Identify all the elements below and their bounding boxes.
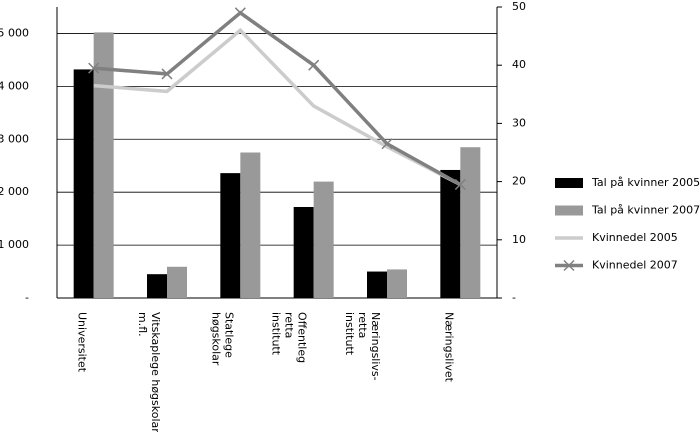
legend-label: Tal på kvinner 2005: [591, 176, 700, 189]
y2-tick-label: -: [512, 291, 516, 304]
x-tick-label: Næringslivet: [442, 312, 455, 383]
bar: [387, 269, 407, 298]
x-tick-group: Universitet: [76, 312, 89, 373]
bar: [147, 274, 167, 298]
bar: [367, 271, 387, 298]
x-tick-label: Vitskaplege høgskolarm.fl.: [136, 312, 162, 432]
x-tick-label: Statlegehøgskolar: [209, 312, 235, 366]
marker: [88, 62, 100, 74]
bar: [220, 173, 241, 298]
y2-tick-label: 10: [512, 233, 526, 246]
y-tick-label: 4 000: [0, 79, 29, 92]
legend-label: Kvinnedel 2007: [592, 259, 678, 272]
x-tick-group: Offentlegrettainstitutt: [270, 312, 309, 363]
line: [93, 10, 462, 187]
bar: [93, 32, 114, 298]
y2-tick-label: 20: [512, 175, 526, 188]
legend-label: Kvinnedel 2005: [592, 231, 678, 244]
x-tick-label: Universitet: [76, 312, 89, 373]
legend-label: Tal på kvinner 2007: [591, 204, 700, 217]
bar: [240, 152, 261, 298]
x-tick-group: Næringslivs-rettainstitutt: [343, 312, 382, 381]
y-tick-label: -: [25, 291, 29, 304]
y-tick-label: 2 000: [0, 185, 29, 198]
bar: [460, 147, 481, 298]
bar: [293, 206, 314, 298]
y2-tick-label: 50: [512, 0, 526, 13]
marker: [234, 7, 246, 19]
legend-marker: [563, 259, 575, 272]
bar: [313, 181, 334, 298]
x-tick-group: Statlegehøgskolar: [209, 312, 235, 366]
x-tick-label: Offentlegrettainstitutt: [270, 312, 309, 363]
marker: [454, 178, 466, 191]
legend-swatch: [555, 178, 583, 188]
y2-tick-label: 30: [512, 116, 526, 129]
marker: [308, 59, 320, 71]
bar: [440, 169, 461, 298]
x-tick-label: Næringslivs-rettainstitutt: [343, 312, 382, 381]
y-tick-label: 5 000: [0, 26, 29, 39]
bar: [73, 69, 94, 298]
legend-swatch: [555, 205, 583, 216]
x-tick-group: Vitskaplege høgskolarm.fl.: [136, 312, 162, 433]
y-tick-label: 3 000: [0, 132, 29, 145]
x-tick-group: Næringslivet: [442, 312, 455, 383]
y2-tick-label: 40: [512, 58, 526, 71]
line: [93, 27, 462, 187]
y-tick-label: 1 000: [0, 238, 29, 251]
bar: [167, 266, 187, 298]
marker: [161, 68, 173, 80]
marker: [381, 138, 393, 150]
